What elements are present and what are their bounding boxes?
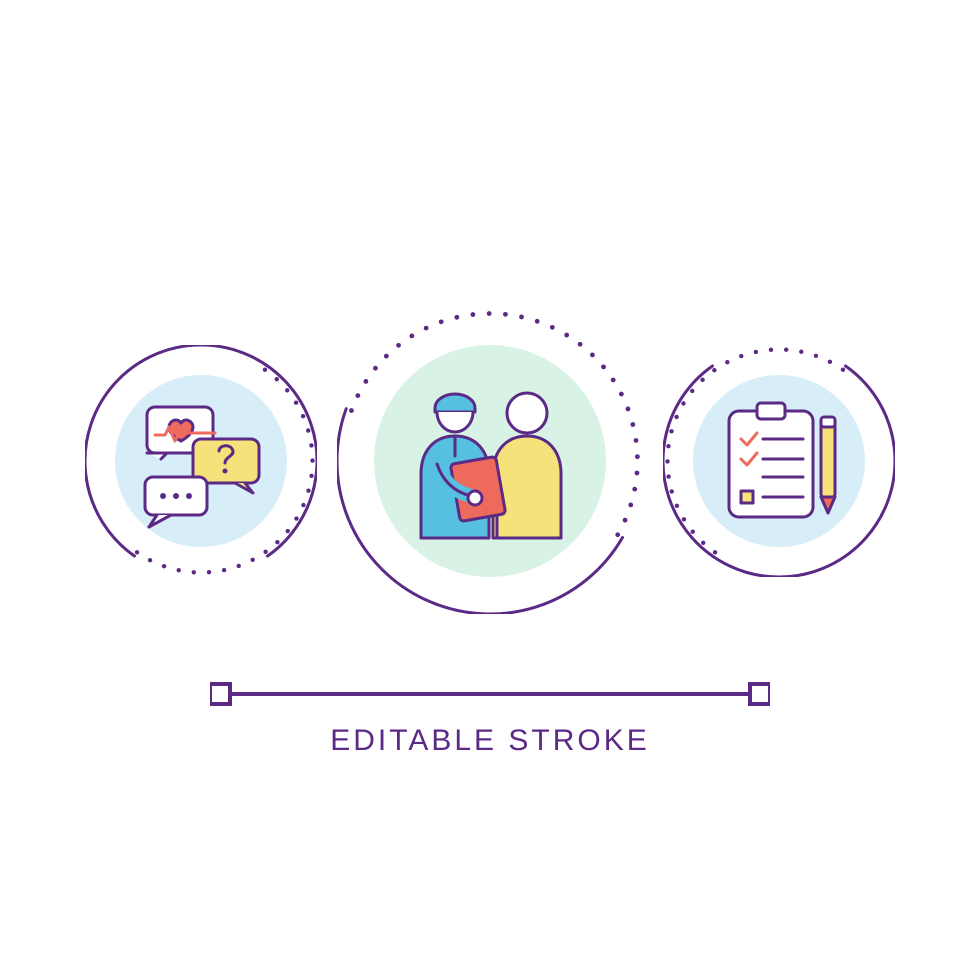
icon-row (0, 308, 980, 614)
badge-doctor-patient (337, 308, 643, 614)
editable-stroke-label: EDITABLE STROKE (0, 724, 980, 758)
checklist-icon (663, 345, 895, 577)
infographic-stage: EDITABLE STROKE (0, 0, 980, 980)
health-questions-icon (85, 345, 317, 577)
badge-health-questions (85, 345, 317, 577)
badge-checklist (663, 345, 895, 577)
doctor-patient-icon (337, 308, 643, 614)
editable-stroke-bar (210, 680, 770, 708)
